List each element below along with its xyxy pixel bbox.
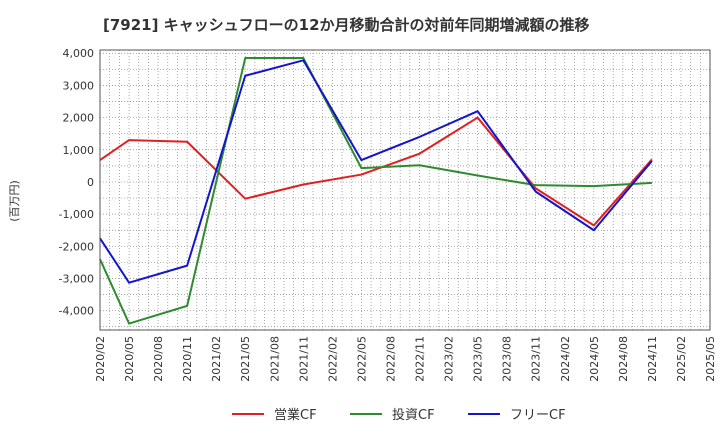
- x-tick-label: 2023/08: [501, 336, 514, 382]
- y-tick-label: -4,000: [59, 305, 94, 318]
- legend: 営業CF 投資CF フリーCF: [232, 407, 566, 423]
- y-tick-label: -3,000: [59, 273, 94, 286]
- series-line: [99, 116, 653, 227]
- series-line: [99, 57, 652, 325]
- y-tick-label: 1,000: [63, 144, 95, 157]
- x-tick-label: 2020/05: [123, 336, 136, 382]
- x-tick-label: 2024/11: [646, 336, 659, 382]
- legend-label: 営業CF: [274, 407, 317, 423]
- y-tick-label: 4,000: [63, 47, 95, 60]
- x-tick-label: 2023/02: [443, 336, 456, 382]
- x-tick-label: 2023/11: [530, 336, 543, 382]
- series-line: [99, 59, 653, 284]
- x-tick-label: 2020/11: [181, 336, 194, 382]
- y-tick-label: 0: [87, 176, 94, 189]
- x-tick-label: 2024/05: [588, 336, 601, 382]
- x-tick-label: 2021/08: [268, 336, 281, 382]
- series-lines: [99, 57, 653, 325]
- y-tick-label: 3,000: [63, 79, 95, 92]
- x-tick-label: 2022/05: [355, 336, 368, 382]
- legend-label: 投資CF: [392, 407, 435, 423]
- y-axis-label: (百万円): [8, 180, 21, 222]
- x-tick-label: 2024/02: [559, 336, 572, 382]
- plot-frame: [99, 49, 711, 331]
- y-tick-label: -2,000: [59, 240, 94, 253]
- y-tick-label: -1,000: [59, 208, 94, 221]
- x-tick-label: 2020/02: [94, 336, 107, 382]
- x-tick-label: 2020/08: [152, 336, 165, 382]
- x-tick-label: 2024/08: [617, 336, 630, 382]
- x-tick-label: 2025/05: [704, 336, 717, 382]
- x-tick-label: 2021/11: [297, 336, 310, 382]
- x-tick-label: 2023/05: [472, 336, 485, 382]
- chart-title: [7921] キャッシュフローの12か月移動合計の対前年同期増減額の推移: [103, 16, 590, 34]
- legend-label: フリーCF: [510, 408, 566, 423]
- x-tick-label: 2021/05: [239, 336, 252, 382]
- x-tick-label: 2021/02: [210, 336, 223, 382]
- x-axis-ticks: 2020/02 2020/05 2020/08 2020/11 2021/02 2021/…: [94, 336, 717, 382]
- x-tick-label: 2022/02: [326, 336, 339, 382]
- plot-area: [100, 50, 710, 330]
- y-tick-label: 2,000: [63, 112, 95, 125]
- x-tick-label: 2025/02: [675, 336, 688, 382]
- x-tick-label: 2022/08: [384, 336, 397, 382]
- y-axis-ticks: 4,000 3,000 2,000 1,000 0 -1,000 -2,000 -3,000 -…: [59, 47, 94, 317]
- x-tick-label: 2022/11: [414, 336, 427, 382]
